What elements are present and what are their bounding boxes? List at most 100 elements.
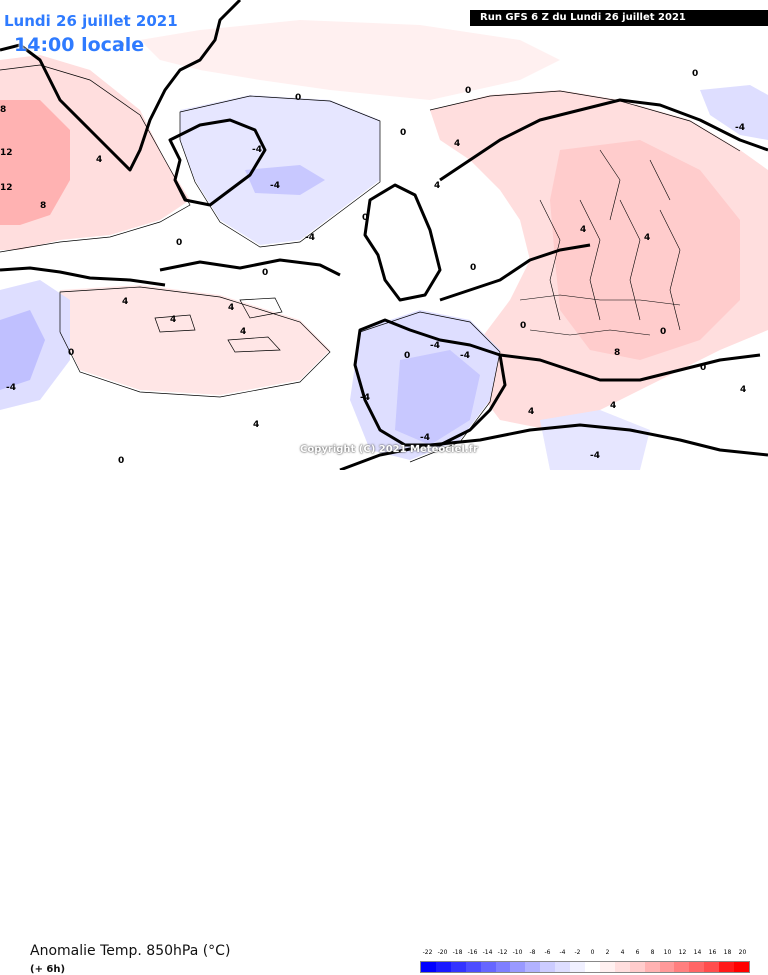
contour-label: -4 xyxy=(590,451,600,461)
legend-swatch xyxy=(450,962,466,972)
coastlines xyxy=(0,0,768,470)
legend-tick-label: -18 xyxy=(452,949,463,956)
coastline-continent xyxy=(439,243,591,302)
contour-label: 0 xyxy=(404,351,410,361)
contour-label: 0 xyxy=(118,41,124,51)
legend-tick-label: -22 xyxy=(422,949,433,956)
contour-label: 0 xyxy=(262,268,268,278)
cool-anomaly-west-core xyxy=(0,310,45,390)
legend-tick-label: 10 xyxy=(663,949,672,956)
contour-label: 0 xyxy=(470,263,476,273)
legend-swatch xyxy=(689,962,705,972)
warm-anomaly-greenland-core xyxy=(0,100,70,225)
legend-tick-label: 12 xyxy=(678,949,687,956)
contour-label: 4 xyxy=(434,181,440,191)
contour-label: 4 xyxy=(96,155,102,165)
coastline-north-africa xyxy=(339,423,768,470)
legend-swatch xyxy=(734,962,749,972)
cool-anomaly-south xyxy=(540,410,650,470)
contour-label: -4 xyxy=(6,383,16,393)
legend-swatch xyxy=(465,962,481,972)
contour-label: 8 xyxy=(614,348,620,358)
contour-label: 0 xyxy=(118,456,124,466)
legend-tick-label: 8 xyxy=(650,949,655,956)
legend-tick-label: -8 xyxy=(529,949,536,956)
legend-swatch xyxy=(435,962,451,972)
coastline-british-isles xyxy=(363,183,442,302)
legend-swatch xyxy=(525,962,541,972)
contour-label: 4 xyxy=(122,297,128,307)
legend-swatch xyxy=(480,962,496,972)
legend-tick-label: 14 xyxy=(693,949,702,956)
legend-swatch xyxy=(629,962,645,972)
legend-swatch xyxy=(674,962,690,972)
contour-label: 4 xyxy=(610,401,616,411)
coastline-atlantic-front xyxy=(159,258,341,277)
legend-tick-label: -6 xyxy=(544,949,551,956)
contour-label: 4 xyxy=(740,385,746,395)
contour-label: -4 xyxy=(360,393,370,403)
legend-swatch xyxy=(555,962,571,972)
contour-label: 0 xyxy=(520,321,526,331)
contour-label: 12 xyxy=(0,183,13,193)
model-run-banner: Run GFS 6 Z du Lundi 26 juillet 2021 xyxy=(470,10,768,26)
color-scale-legend xyxy=(420,961,750,973)
copyright-watermark: Copyright (C) 2021 Meteociel.fr xyxy=(300,444,478,455)
legend-swatch xyxy=(614,962,630,972)
contour-label: 4 xyxy=(644,233,650,243)
legend-tick-label: -12 xyxy=(497,949,508,956)
legend-tick-label: -2 xyxy=(574,949,581,956)
contour-label: 0 xyxy=(465,86,471,96)
borders xyxy=(519,149,681,336)
legend-tick-label: -14 xyxy=(482,949,493,956)
legend-swatch xyxy=(510,962,526,972)
contour-label: 0 xyxy=(692,69,698,79)
warm-anomaly-north xyxy=(140,20,560,100)
contour-label: -4 xyxy=(420,433,430,443)
legend-swatch xyxy=(704,962,720,972)
contour-label: 8 xyxy=(40,201,46,211)
map-footer: Anomalie Temp. 850hPa (°C) (+ 6h) -22 -20… xyxy=(0,470,768,975)
contour-label: -4 xyxy=(460,351,470,361)
contour-label: -4 xyxy=(430,341,440,351)
coastline-norway xyxy=(439,98,768,182)
legend-swatch xyxy=(644,962,660,972)
warm-anomaly-atlantic xyxy=(60,285,330,395)
legend-tick-label: 6 xyxy=(635,949,640,956)
contour-label: 4 xyxy=(580,225,586,235)
legend-tick-label: -10 xyxy=(512,949,523,956)
valid-date: Lundi 26 juillet 2021 xyxy=(4,12,178,30)
legend-tick-label: -4 xyxy=(559,949,566,956)
anomaly-map-canvas: 0 0 0 0 0 0 0 0 0 0 0 0 0 0 0 -4 -4 -4 -… xyxy=(0,0,768,470)
warm-anomaly-eastern-europe xyxy=(550,140,740,360)
parameter-title: Anomalie Temp. 850hPa (°C) xyxy=(30,943,231,959)
contour-label: 4 xyxy=(228,303,234,313)
forecast-offset: (+ 6h) xyxy=(30,964,66,975)
cool-anomaly-iberia-core xyxy=(395,350,480,445)
contour-label: 4 xyxy=(240,327,246,337)
legend-tick-labels: -22 -20 -18 -16 -14 -12 -10 -8 -6 -4 -2 0 2 4 6 8 10 12 14… xyxy=(420,949,750,959)
contour-label: -4 xyxy=(270,181,280,191)
legend-tick-label: 0 xyxy=(590,949,595,956)
legend-tick-label: 18 xyxy=(723,949,732,956)
coastline-mediterranean xyxy=(499,353,761,382)
legend-tick-label: -16 xyxy=(467,949,478,956)
cool-anomaly-northeast xyxy=(700,85,768,140)
legend-swatch xyxy=(421,962,436,972)
legend-swatch xyxy=(719,962,735,972)
contour-label: 4 xyxy=(253,420,259,430)
contour-label: 4 xyxy=(170,315,176,325)
legend-tick-label: -20 xyxy=(437,949,448,956)
contour-label: -4 xyxy=(252,145,262,155)
contour-label: 0 xyxy=(68,348,74,358)
valid-time: 14:00 locale xyxy=(14,34,145,56)
legend-swatch xyxy=(599,962,615,972)
cool-anomaly-small-1 xyxy=(245,165,325,195)
contour-label: 0 xyxy=(295,93,301,103)
contour-label: 0 xyxy=(176,238,182,248)
legend-tick-label: 2 xyxy=(605,949,610,956)
legend-tick-label: 4 xyxy=(620,949,625,956)
legend-tick-label: 20 xyxy=(738,949,747,956)
contour-label: 0 xyxy=(700,363,706,373)
coastline-greenland xyxy=(0,0,242,172)
